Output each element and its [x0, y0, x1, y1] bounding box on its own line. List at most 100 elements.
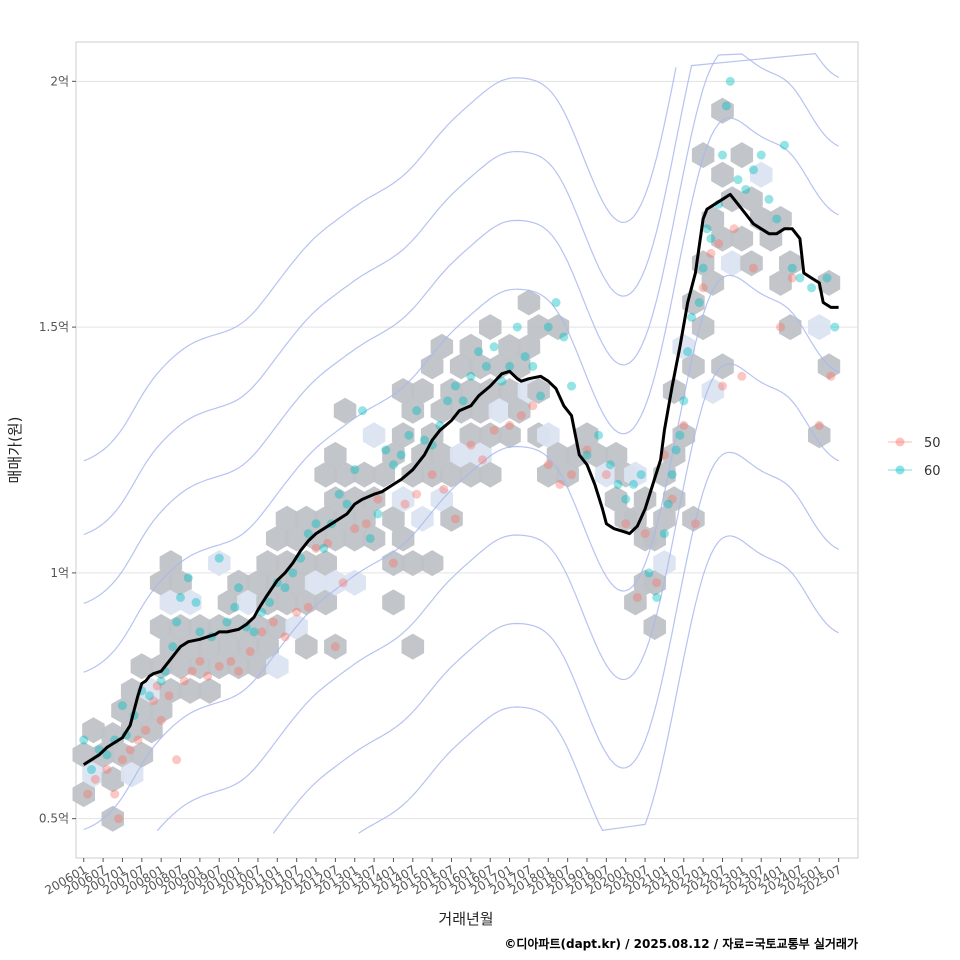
hexbin-cell	[662, 441, 686, 468]
density-contour	[83, 53, 839, 604]
hexbin-cell	[382, 505, 405, 532]
data-point-50	[102, 765, 112, 775]
hexbin-cell	[498, 422, 521, 449]
hexbin-cell	[691, 142, 715, 169]
data-point-50	[427, 470, 437, 480]
hexbin-cell	[111, 697, 134, 724]
data-point-60	[303, 529, 313, 539]
data-point-60	[725, 76, 735, 86]
data-point-60	[613, 479, 623, 489]
data-point-60	[381, 445, 391, 455]
hexbin-cell	[527, 314, 550, 341]
data-point-50	[412, 489, 422, 499]
hexbin-cell	[101, 766, 124, 793]
hexbin-cell	[188, 614, 212, 640]
density-contour	[272, 451, 839, 834]
y-tick-label: 1.5억	[39, 320, 69, 334]
hexbin-cell	[391, 525, 415, 552]
hexbin-cell	[217, 589, 241, 616]
hexbin-cell	[401, 461, 425, 488]
hexbin-cell	[585, 441, 608, 468]
data-point-60	[772, 214, 782, 224]
hexbin-cell	[130, 741, 154, 768]
density-contour	[83, 67, 677, 462]
data-point-60	[702, 224, 712, 234]
data-point-60	[756, 150, 766, 160]
hexbin-cell	[401, 550, 425, 577]
data-point-60	[628, 479, 638, 489]
data-point-50	[361, 519, 371, 529]
data-point-60	[357, 406, 367, 416]
data-point-60	[79, 735, 89, 745]
data-point-60	[458, 396, 468, 406]
hexbin-cell	[662, 378, 686, 404]
hexbin-cell	[740, 250, 763, 277]
density-contour	[358, 535, 839, 834]
hexbin-cell	[672, 422, 696, 449]
hexbin-cell	[556, 461, 579, 488]
data-point-60	[249, 627, 259, 637]
hexbin-cell	[479, 314, 502, 341]
data-point-50	[388, 558, 398, 568]
hexbin-cell	[595, 461, 618, 488]
data-point-60	[520, 352, 530, 362]
hexbin-cell	[779, 250, 802, 277]
data-point-50	[528, 401, 538, 411]
hexbin-cell	[295, 633, 318, 660]
gridlines	[76, 80, 858, 820]
plot-panel	[72, 41, 859, 859]
data-point-60	[404, 430, 414, 440]
hexbin-cell	[275, 550, 299, 577]
hexbin-cell	[488, 397, 512, 424]
hexbin-cell	[682, 353, 705, 380]
hexbin-cell	[256, 633, 279, 660]
data-point-50	[172, 755, 182, 765]
hexbin-cell	[643, 569, 666, 596]
hexbin-cell	[575, 422, 599, 449]
data-point-50	[652, 578, 662, 588]
hexbin-cell	[382, 589, 405, 616]
hexbin-cell	[353, 461, 376, 488]
data-point-60	[741, 184, 751, 194]
density-contour	[83, 274, 839, 831]
data-point-60	[748, 165, 758, 175]
hexbin-cell	[604, 441, 628, 468]
hexbin-cell	[537, 461, 560, 488]
data-point-50	[516, 411, 526, 421]
data-point-50	[148, 696, 158, 706]
hexbin-cell	[391, 422, 415, 449]
hexbin-cell	[237, 633, 260, 660]
hexbin-cell	[256, 589, 279, 616]
data-point-60	[594, 430, 604, 440]
hexbin-cell	[730, 142, 754, 169]
hexbin-cell	[101, 805, 124, 832]
data-point-50	[195, 656, 205, 666]
data-point-60	[822, 273, 832, 283]
hexbin-cell	[111, 741, 134, 768]
data-point-50	[338, 578, 348, 588]
data-point-50	[152, 681, 162, 691]
data-point-60	[311, 519, 321, 529]
hexbin-cell	[246, 653, 270, 680]
data-point-60	[807, 283, 817, 293]
hexbin-cell	[275, 589, 299, 616]
data-point-60	[474, 347, 484, 357]
hexbin-cell	[479, 378, 502, 404]
hexbin-cell	[459, 333, 483, 360]
data-point-50	[323, 538, 333, 548]
data-point-60	[779, 140, 789, 150]
data-point-50	[698, 283, 708, 293]
data-point-50	[245, 647, 255, 657]
data-point-50	[114, 814, 124, 824]
hexbin-cell	[82, 717, 105, 744]
hexbin-cell	[537, 422, 560, 449]
hexbin-cell	[178, 677, 202, 704]
data-point-50	[748, 263, 758, 273]
data-point-60	[388, 460, 398, 470]
hexbin-cell	[72, 781, 95, 808]
hexbin-cell	[643, 614, 666, 640]
data-point-50	[621, 519, 631, 529]
data-point-60	[652, 592, 662, 602]
data-point-60	[191, 597, 201, 607]
hexbin-cell	[372, 461, 395, 488]
